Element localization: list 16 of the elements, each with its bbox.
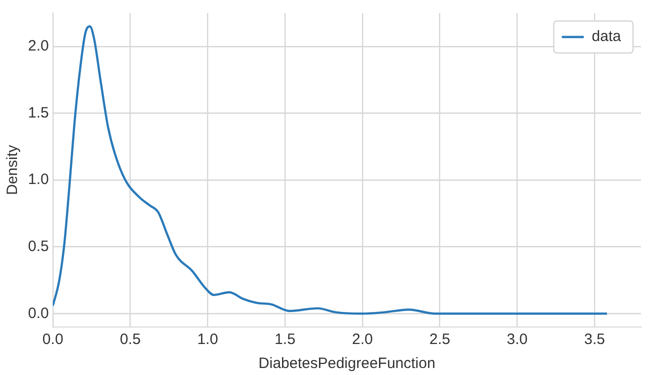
y-tick-label: 0.5 bbox=[28, 238, 49, 255]
x-tick-label: 0.0 bbox=[42, 331, 64, 348]
y-axis-title: Density bbox=[4, 144, 22, 196]
x-tick-label: 2.5 bbox=[429, 331, 450, 348]
x-axis-title: DiabetesPedigreeFunction bbox=[258, 355, 436, 372]
y-tick-label: 0.0 bbox=[28, 304, 49, 322]
y-tick-label: 1.0 bbox=[28, 171, 49, 188]
legend-label: data bbox=[592, 28, 622, 46]
x-tick-label: 0.5 bbox=[120, 331, 141, 348]
x-tick-label: 3.5 bbox=[584, 331, 605, 348]
x-tick-label: 2.0 bbox=[352, 331, 373, 348]
y-tick-label: 1.5 bbox=[28, 104, 49, 122]
y-tick-label: 2.0 bbox=[28, 38, 49, 55]
x-tick-label: 1.5 bbox=[274, 331, 296, 348]
x-tick-label: 3.0 bbox=[506, 331, 528, 348]
x-tick-label: 1.0 bbox=[197, 331, 218, 348]
